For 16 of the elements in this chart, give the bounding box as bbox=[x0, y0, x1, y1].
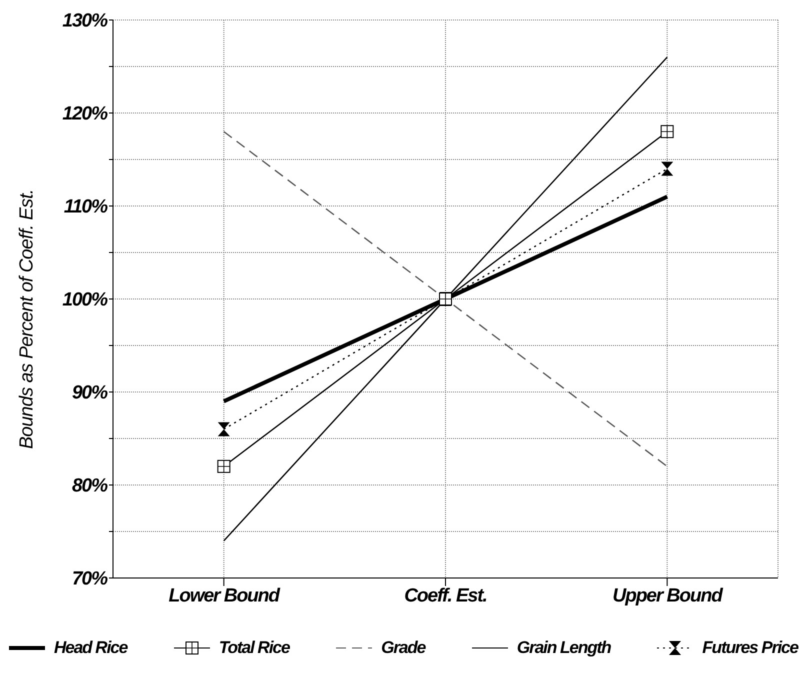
legend-label: Futures Price bbox=[702, 638, 798, 658]
x-tick-label: Upper Bound bbox=[612, 585, 724, 606]
y-tick-label: 110% bbox=[64, 196, 108, 218]
y-tick-label: 130% bbox=[62, 10, 108, 32]
legend-label: Total Rice bbox=[218, 638, 290, 658]
legend-label: Grade bbox=[381, 638, 426, 658]
legend-label: Grain Length bbox=[516, 638, 611, 658]
y-tick-label: 100% bbox=[62, 290, 108, 311]
y-tick-label: 70% bbox=[72, 568, 108, 590]
y-tick-label: 80% bbox=[72, 476, 108, 497]
y-tick-label: 90% bbox=[72, 382, 108, 404]
x-tick-label: Coeff. Est. bbox=[404, 585, 487, 606]
legend-label: Head Rice bbox=[54, 638, 128, 658]
x-tick-label: Lower Bound bbox=[168, 585, 280, 606]
y-axis-title: Bounds as Percent of Coeff. Est. bbox=[16, 189, 38, 449]
y-tick-label: 120% bbox=[62, 104, 108, 125]
